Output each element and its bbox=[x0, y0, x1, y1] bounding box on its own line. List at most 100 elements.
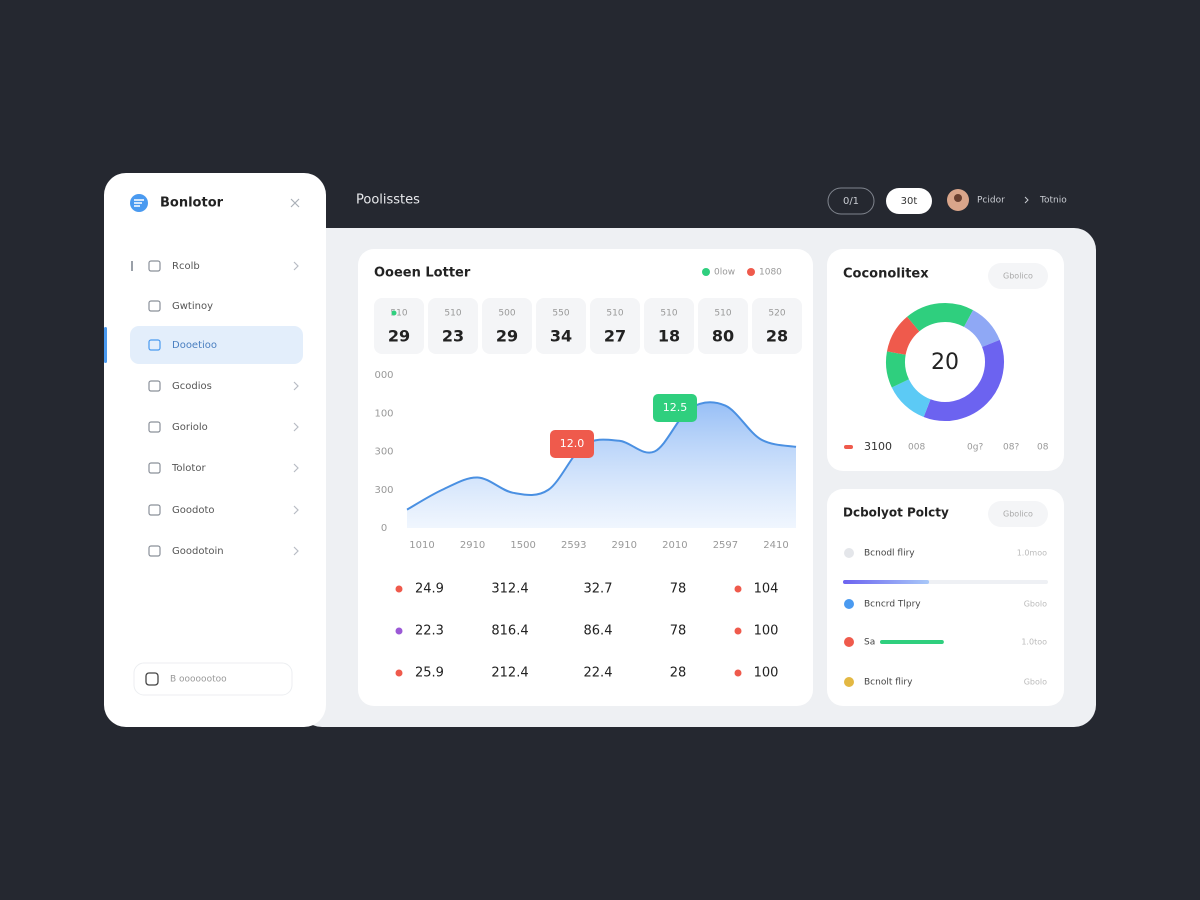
card-button[interactable] bbox=[988, 263, 1048, 289]
nav-chevron bbox=[293, 422, 299, 432]
nav-chevron bbox=[293, 546, 299, 556]
table-cell: 816.4 bbox=[491, 624, 528, 639]
table-cell: 104 bbox=[754, 582, 779, 597]
row-dot bbox=[395, 585, 403, 593]
progress-bar bbox=[880, 640, 944, 644]
nav-label[interactable]: Rcolb bbox=[172, 261, 200, 272]
user-name: Pcidor bbox=[977, 196, 1005, 206]
policy-meta: 1.0moo bbox=[1017, 549, 1047, 558]
brand-logo-lines bbox=[134, 199, 144, 207]
nav-icon bbox=[148, 462, 161, 474]
legend-label: 1080 bbox=[759, 268, 782, 278]
stat-value: 29 bbox=[388, 327, 410, 346]
table-cell: 100 bbox=[754, 666, 779, 681]
table-cell: 100 bbox=[754, 624, 779, 639]
y-axis-label: 000 bbox=[374, 370, 393, 381]
row-dot bbox=[734, 627, 742, 635]
search-box[interactable] bbox=[133, 662, 293, 696]
table-cell: 25.9 bbox=[415, 666, 444, 681]
stat-value: 23 bbox=[442, 327, 464, 346]
stat-value: 80 bbox=[712, 327, 734, 346]
nav-active-indicator bbox=[104, 327, 107, 363]
nav-icon bbox=[148, 504, 161, 516]
card-button[interactable] bbox=[988, 501, 1048, 527]
x-axis-label: 2910 bbox=[612, 540, 637, 551]
policy-meta: Gbolo bbox=[1024, 678, 1047, 687]
legend-dot bbox=[747, 268, 755, 276]
card-button-label: Gbolico bbox=[1003, 510, 1033, 519]
y-axis-label: 100 bbox=[374, 408, 393, 419]
table-cell: 24.9 bbox=[415, 582, 444, 597]
legend-marker bbox=[844, 445, 853, 449]
donut-legend: 008 bbox=[908, 443, 925, 453]
nav-chevron bbox=[293, 463, 299, 473]
stat-label: 510 bbox=[660, 309, 677, 319]
nav-label[interactable]: Goodoto bbox=[172, 505, 215, 516]
x-axis-label: 1010 bbox=[409, 540, 434, 551]
policy-label: Sa bbox=[864, 638, 875, 648]
donut-legend: 08 bbox=[1037, 443, 1049, 453]
stat-label: 510 bbox=[606, 309, 623, 319]
stat-label: 550 bbox=[552, 309, 569, 319]
nav-label[interactable]: Dooetioo bbox=[172, 340, 217, 351]
donut-legend: 0g? bbox=[967, 443, 983, 453]
trend-line bbox=[406, 401, 797, 511]
stat-box bbox=[428, 298, 478, 354]
donut-legend: 3100 bbox=[864, 440, 892, 453]
stat-box bbox=[482, 298, 532, 354]
nav-label[interactable]: Tolotor bbox=[171, 463, 206, 474]
donut-segment bbox=[891, 378, 931, 418]
nav-label[interactable]: Goodotoin bbox=[172, 546, 224, 557]
y-axis-label: 0 bbox=[381, 523, 387, 534]
policy-label: Bcnodl fliry bbox=[864, 549, 915, 559]
policy-dot bbox=[844, 677, 854, 687]
close-icon[interactable] bbox=[290, 198, 300, 208]
search-text: B ooooootoo bbox=[170, 675, 227, 685]
avatar-face bbox=[954, 194, 962, 202]
row-dot bbox=[395, 669, 403, 677]
sidebar bbox=[104, 173, 326, 727]
nav-icon bbox=[148, 260, 161, 272]
policy-label: Bcncrd Tlpry bbox=[864, 600, 921, 610]
table-cell: 22.3 bbox=[415, 624, 444, 639]
header-button[interactable] bbox=[886, 188, 932, 214]
policy-meta: Gbolo bbox=[1024, 600, 1047, 609]
donut-segment bbox=[907, 303, 974, 332]
donut-segment bbox=[886, 316, 920, 356]
row-dot bbox=[395, 627, 403, 635]
header-button-label: 30t bbox=[901, 196, 918, 207]
header-button[interactable] bbox=[827, 187, 875, 215]
x-axis-label: 1500 bbox=[510, 540, 535, 551]
nav-label[interactable]: Goriolo bbox=[172, 422, 208, 433]
nav-chevron bbox=[293, 261, 299, 271]
stat-box bbox=[590, 298, 640, 354]
donut-legend: 08? bbox=[1003, 443, 1019, 453]
header-chevron bbox=[1024, 196, 1029, 204]
nav-chevron bbox=[293, 381, 299, 391]
stat-label: 500 bbox=[498, 309, 515, 319]
header-link[interactable]: Totnio bbox=[1039, 196, 1067, 206]
header-button-label: 0/1 bbox=[843, 196, 859, 207]
stat-label: 510 bbox=[714, 309, 731, 319]
stat-value: 18 bbox=[658, 327, 680, 346]
x-axis-label: 2010 bbox=[662, 540, 687, 551]
nav-active-bg bbox=[130, 326, 303, 364]
search-icon bbox=[145, 672, 159, 686]
composition-card bbox=[827, 249, 1064, 471]
legend-dot bbox=[702, 268, 710, 276]
table-cell: 86.4 bbox=[584, 624, 613, 639]
brand-name: Bonlotor bbox=[160, 196, 224, 211]
policy-label: Bcnolt fliry bbox=[864, 678, 913, 688]
table-cell: 28 bbox=[670, 666, 687, 681]
nav-label[interactable]: Gwtinoy bbox=[172, 301, 213, 312]
card-button-label: Gbolico bbox=[1003, 272, 1033, 281]
nav-label[interactable]: Gcodios bbox=[172, 381, 212, 392]
y-axis-label: 300 bbox=[374, 447, 393, 458]
composition-title: Coconolitex bbox=[843, 267, 929, 282]
nav-chevron bbox=[293, 505, 299, 515]
table-cell: 212.4 bbox=[491, 666, 528, 681]
stat-box bbox=[752, 298, 802, 354]
x-axis-label: 2597 bbox=[713, 540, 738, 551]
stat-box bbox=[644, 298, 694, 354]
stat-dot bbox=[391, 310, 397, 316]
